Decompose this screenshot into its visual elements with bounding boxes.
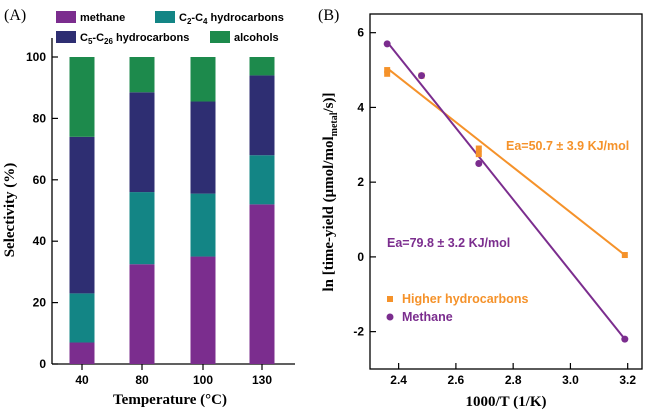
legend-label: C5-C26 hydrocarbons — [80, 32, 189, 46]
panel-a-y-tick-label: 80 — [33, 111, 47, 125]
panel-a-y-tick-label: 40 — [33, 234, 47, 248]
legend-label-part: 2 — [187, 17, 192, 26]
panel-a: (A) Temperature (°C) Selectivity (%) met… — [2, 7, 295, 408]
legend-marker-circle — [386, 313, 394, 321]
panel-a-y-tick-label: 20 — [33, 296, 47, 310]
panel-b-label: (B) — [318, 7, 339, 24]
bar-segment-alcohols — [69, 57, 95, 137]
activation-energy-label: Ea=79.8 ± 3.2 KJ/mol — [387, 236, 510, 250]
panel-b-x-tick-label: 2.4 — [390, 373, 407, 387]
bar-segment-c2-c4-hydrocarbons — [249, 155, 275, 205]
legend-label-part: -C — [191, 12, 203, 24]
data-point-methane — [383, 40, 391, 48]
panel-a-x-tick-label: 80 — [135, 373, 149, 387]
panel-b-y-tick-label: 6 — [357, 26, 364, 40]
panel-a-x-tick-label: 130 — [252, 373, 272, 387]
data-point-higher-hydrocarbons — [475, 145, 482, 152]
legend-label-part: C — [179, 12, 187, 24]
legend-swatch — [155, 11, 175, 23]
panel-a-label: (A) — [4, 7, 26, 24]
panel-b-y-tick-label: 0 — [357, 250, 364, 264]
panel-b-y-tick-label: 2 — [357, 175, 364, 189]
legend-swatch — [56, 31, 76, 43]
data-point-methane — [475, 159, 483, 167]
panel-b-x-tick-label: 2.8 — [505, 373, 522, 387]
legend-label-part: C — [80, 32, 88, 44]
legend-label-part: hydrocarbons — [113, 32, 189, 44]
panel-b-y-title: ln [time-yield (μmol/molmetal/s)] — [321, 92, 340, 291]
bar-segment-c5-c26-hydrocarbons — [249, 75, 275, 156]
bar-segment-c5-c26-hydrocarbons — [129, 92, 155, 193]
panel-b-x-tick-label: 3.2 — [619, 373, 636, 387]
panel-a-y-title: Selectivity (%) — [2, 163, 18, 258]
bar-segment-c5-c26-hydrocarbons — [190, 101, 216, 194]
panel-a-x-tick-label: 40 — [75, 373, 89, 387]
legend-marker-square — [387, 296, 393, 302]
legend-label-part: -C — [92, 32, 104, 44]
bar-segment-alcohols — [249, 57, 275, 76]
legend-label: C2-C4 hydrocarbons — [179, 12, 284, 26]
bar-segment-c2-c4-hydrocarbons — [129, 192, 155, 265]
panel-b-y-title-part2: /s)] — [321, 92, 337, 113]
legend-label: methane — [80, 12, 125, 24]
panel-b-fit-lines — [386, 41, 626, 340]
panel-b-y-title-sub: metal — [329, 112, 340, 136]
panel-b-frame — [369, 13, 643, 370]
panel-a-bars — [69, 57, 275, 364]
bar-segment-c5-c26-hydrocarbons — [69, 136, 95, 294]
panel-a-x-title: Temperature (°C) — [113, 392, 227, 408]
data-point-higher-hydrocarbons — [384, 67, 391, 74]
bar-segment-c2-c4-hydrocarbons — [190, 193, 216, 257]
panel-b-x-title: 1000/T (1/K) — [466, 394, 547, 410]
data-point-methane — [418, 72, 426, 80]
legend-label: alcohols — [234, 32, 279, 44]
panel-a-y-tick-label: 60 — [33, 173, 47, 187]
panel-b-x-tick-label: 3.0 — [562, 373, 579, 387]
legend-label-part: 26 — [104, 37, 113, 46]
legend-label-part: hydrocarbons — [207, 12, 283, 24]
panel-b-legend: Higher hydrocarbons Methane — [386, 292, 528, 324]
bar-segment-methane — [249, 204, 275, 364]
bar-segment-methane — [190, 256, 216, 364]
panel-b-y-tick-label: -2 — [353, 325, 364, 339]
panel-b-x-tick-label: 2.6 — [448, 373, 465, 387]
panel-a-y-tick-label: 100 — [26, 50, 46, 64]
panel-b-points — [383, 40, 629, 343]
legend-label-part: 5 — [88, 37, 93, 46]
data-point-higher-hydrocarbons — [621, 252, 628, 259]
panel-b: (B) 1000/T (1/K) ln [time-yield (μmol/mo… — [318, 7, 643, 410]
fit-line-methane — [386, 41, 626, 340]
panel-a-ticks: 0 20 40 60 80 100 40 80 100 130 — [26, 50, 272, 387]
activation-energy-label: Ea=50.7 ± 3.9 KJ/mol — [506, 139, 629, 153]
panel-b-annotations: Ea=50.7 ± 3.9 KJ/mol Ea=79.8 ± 3.2 KJ/mol — [387, 139, 629, 250]
bar-segment-c2-c4-hydrocarbons — [69, 293, 95, 343]
bar-segment-methane — [129, 264, 155, 364]
panel-b-y-title-part1: ln [time-yield (μmol/mol — [321, 136, 337, 291]
panel-b-y-tick-label: 4 — [357, 100, 364, 114]
data-point-higher-hydrocarbons — [384, 70, 391, 77]
legend-label-part: 4 — [203, 17, 208, 26]
data-point-methane — [621, 335, 629, 343]
panel-a-x-tick-label: 100 — [193, 373, 213, 387]
panel-b-ticks: 2.4 2.6 2.8 3.0 3.2 -2 0 2 4 6 — [353, 26, 636, 387]
bar-segment-methane — [69, 342, 95, 364]
bar-segment-alcohols — [190, 57, 216, 102]
data-point-higher-hydrocarbons — [475, 151, 482, 158]
panel-a-y-tick-label: 0 — [39, 357, 46, 371]
legend-label: Higher hydrocarbons — [402, 292, 528, 306]
legend-swatch — [56, 11, 76, 23]
legend-swatch — [210, 31, 230, 43]
legend-label: Methane — [402, 310, 453, 324]
fit-line-higher-hydrocarbons — [386, 67, 626, 256]
bar-segment-alcohols — [129, 57, 155, 93]
